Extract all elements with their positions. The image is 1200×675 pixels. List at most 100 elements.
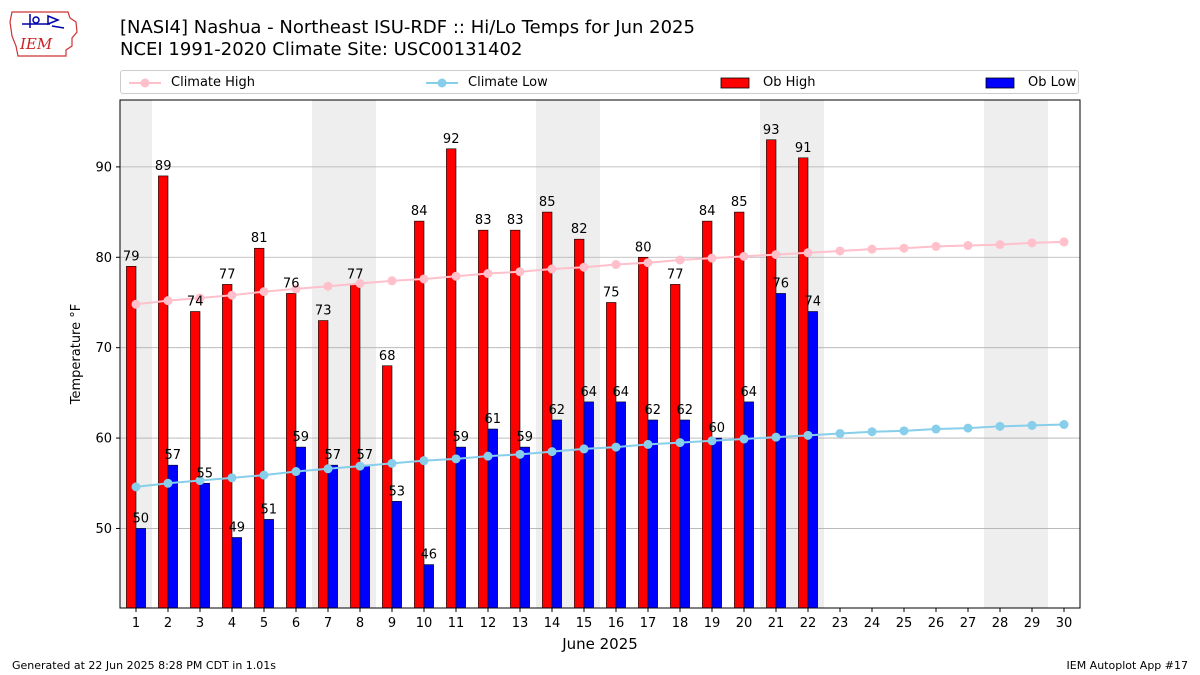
climate-high-point-5: [259, 287, 269, 297]
ob-low-bar-21: [775, 293, 786, 609]
ob-low-value-label-11: 59: [453, 430, 470, 445]
x-tick-label-2: 2: [164, 616, 172, 631]
climate-high-point-28: [995, 240, 1005, 250]
x-tick-label-3: 3: [196, 616, 204, 631]
climate-low-point-8: [355, 461, 365, 471]
ob-high-bar-22: [798, 157, 809, 609]
climate-low-point-12: [483, 451, 493, 461]
ob-low-value-label-13: 59: [517, 430, 534, 445]
ob-low-bar-19: [711, 437, 722, 609]
climate-low-point-1: [131, 482, 141, 492]
ob-low-value-label-15: 64: [581, 385, 598, 400]
ob-high-value-label-3: 74: [187, 295, 204, 310]
climate-low-point-24: [867, 427, 877, 437]
climate-high-line: [135, 240, 1065, 306]
climate-high-point-22: [803, 248, 813, 258]
ob-low-value-label-21: 76: [773, 276, 790, 291]
x-tick-label-28: 28: [992, 616, 1009, 631]
y-tick-label-80: 80: [95, 251, 112, 266]
y-tick-label-70: 70: [95, 341, 112, 356]
x-tick-label-4: 4: [228, 616, 236, 631]
climate-high-point-17: [643, 258, 653, 268]
logo-text: IEM: [19, 35, 53, 53]
ob-high-bar-21: [766, 139, 777, 609]
climate-low-point-20: [739, 434, 749, 444]
climate-lines: [131, 237, 1069, 492]
x-tick-label-26: 26: [928, 616, 945, 631]
x-tick-label-8: 8: [356, 616, 364, 631]
ob-high-bar-11: [446, 148, 457, 609]
ob-high-value-label-14: 85: [539, 195, 556, 210]
climate-high-point-4: [227, 290, 237, 300]
legend-swatch-ob-high: [720, 77, 750, 89]
x-tick-label-6: 6: [292, 616, 300, 631]
climate-low-point-18: [675, 438, 685, 448]
climate-high-point-6: [291, 284, 301, 294]
ob-high-bar-13: [510, 229, 521, 609]
ob-high-bar-8: [350, 284, 361, 609]
ob-low-value-label-4: 49: [229, 520, 246, 535]
climate-low-point-4: [227, 473, 237, 483]
ob-low-bar-3: [199, 482, 210, 609]
ob-high-value-label-12: 83: [475, 213, 492, 228]
ob-high-bar-17: [638, 256, 649, 609]
ob-high-bar-2: [158, 175, 169, 609]
ob-low-value-label-1: 50: [133, 511, 150, 526]
x-tick-label-27: 27: [960, 616, 977, 631]
ob-low-value-label-17: 62: [645, 403, 662, 418]
y-axis: 50 60 70 80 90: [95, 160, 120, 537]
climate-low-point-9: [387, 458, 397, 468]
climate-low-line: [135, 423, 1065, 488]
ob-low-bar-9: [391, 501, 402, 609]
climate-high-point-9: [387, 276, 397, 286]
climate-low-point-17: [643, 439, 653, 449]
x-tick-label-11: 11: [448, 616, 465, 631]
x-tick-label-18: 18: [672, 616, 689, 631]
ob-high-bar-3: [190, 311, 201, 609]
climate-high-point-30: [1059, 237, 1069, 247]
ob-low-value-label-18: 62: [677, 403, 694, 418]
ob-low-bar-16: [615, 401, 626, 609]
chart-title: [NASI4] Nashua - Northeast ISU-RDF :: Hi…: [120, 17, 695, 38]
climate-low-point-16: [611, 442, 621, 452]
ob-low-value-label-10: 46: [421, 548, 438, 563]
ob-high-value-label-10: 84: [411, 204, 428, 219]
x-tick-label-30: 30: [1056, 616, 1073, 631]
ob-high-value-label-11: 92: [443, 132, 460, 147]
ob-high-value-label-17: 80: [635, 240, 652, 255]
ob-low-value-label-19: 60: [709, 421, 726, 436]
ob-low-value-label-6: 59: [293, 430, 310, 445]
climate-low-point-30: [1059, 420, 1069, 430]
climate-high-point-2: [163, 296, 173, 306]
ob-low-bar-22: [807, 311, 818, 609]
weekend-band-29: [1016, 100, 1048, 608]
x-tick-label-29: 29: [1024, 616, 1041, 631]
climate-low-point-19: [707, 436, 717, 446]
legend-label-ob-low: Ob Low: [1028, 75, 1077, 90]
ob-high-value-label-5: 81: [251, 231, 268, 246]
climate-low-point-2: [163, 478, 173, 488]
legend-swatch-ob-low: [985, 77, 1015, 89]
ob-high-bar-4: [222, 284, 233, 609]
climate-low-point-6: [291, 467, 301, 477]
ob-low-bar-18: [679, 419, 690, 609]
ob-high-value-label-18: 77: [667, 267, 684, 282]
ob-low-bar-8: [359, 464, 370, 609]
iowa-outline-shape: [9, 11, 78, 57]
chart-subtitle: NCEI 1991-2020 Climate Site: USC00131402: [120, 39, 523, 60]
y-tick-label-50: 50: [95, 522, 112, 537]
ob-low-value-label-12: 61: [485, 412, 502, 427]
x-tick-label-15: 15: [576, 616, 593, 631]
climate-low-point-25: [899, 426, 909, 436]
ob-high-value-label-20: 85: [731, 195, 748, 210]
y-axis-label: Temperature °F: [69, 304, 84, 405]
climate-low-point-26: [931, 424, 941, 434]
climate-high-point-3: [195, 293, 205, 303]
legend-label-ob-high: Ob High: [763, 75, 816, 90]
ob-low-bar-11: [455, 446, 466, 609]
ob-high-value-label-22: 91: [795, 141, 812, 156]
bar-value-labels: 79 89 74 77 81 76 73 77 68 84 92 83 83 85 82 75 80 77 84 85…: [123, 123, 821, 563]
climate-high-point-29: [1027, 238, 1037, 248]
x-tick-label-24: 24: [864, 616, 881, 631]
